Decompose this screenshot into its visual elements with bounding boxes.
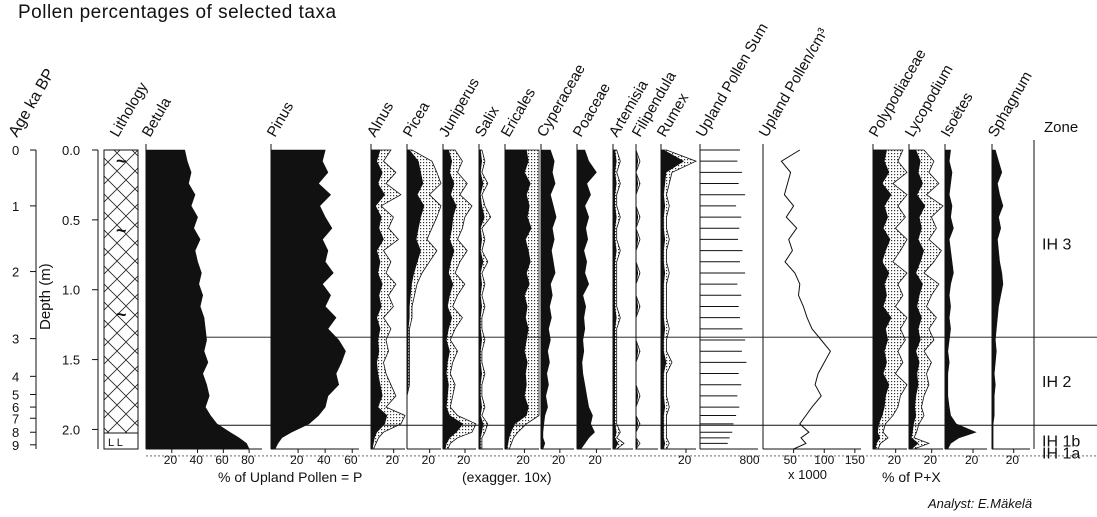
age-tick-label: 4 xyxy=(12,369,19,384)
taxon-curve-isoëtes xyxy=(944,149,977,450)
analyst-credit: Analyst: E.Mäkelä xyxy=(928,496,1033,511)
taxon-curve-betula xyxy=(145,149,250,450)
taxon-tick-label: 20 xyxy=(965,453,979,467)
taxon-tick-label: 20 xyxy=(924,453,938,467)
taxon-curve-poaceae xyxy=(576,149,597,450)
depth-tick-label: 1.0 xyxy=(62,283,80,298)
taxon-curve-cyperaceae xyxy=(540,149,557,450)
taxon-tick-label: 20 xyxy=(422,453,436,467)
age-tick-label: 7 xyxy=(12,411,19,426)
taxon-curve-salix xyxy=(478,149,485,450)
taxon-curve-lycopodium xyxy=(908,149,926,450)
taxon-label-salix: Salix xyxy=(472,103,503,140)
depth-tick-label: 0.0 xyxy=(62,143,80,158)
age-tick-label: 5 xyxy=(12,388,19,403)
depth-tick-label: 2.0 xyxy=(62,422,80,437)
taxon-curve-juniperus xyxy=(442,149,464,450)
taxon-tick-label: 20 xyxy=(678,453,692,467)
taxon-curve-polypodiaceae xyxy=(872,149,892,450)
lithology-base-label: L L xyxy=(108,437,123,449)
depth-tick-label: 1.5 xyxy=(62,353,80,368)
zone-label: IH 1b xyxy=(1042,434,1080,451)
taxon-exaggeration-rumex xyxy=(660,149,698,450)
pollen-sum-tick-label: 800 xyxy=(740,453,760,467)
taxon-label-betula: Betula xyxy=(139,94,175,140)
age-tick-label: 3 xyxy=(12,332,19,347)
taxon-label-isoëtes: Isoëtes xyxy=(938,90,977,140)
pollen-conc-tick-label: 50 xyxy=(784,453,798,467)
zone-label: IH 1a xyxy=(1042,445,1080,462)
taxon-tick-label: 60 xyxy=(344,453,358,467)
pollen-conc-unit: x 1000 xyxy=(788,467,827,482)
percent-px-label: % of P+X xyxy=(882,469,941,485)
lithology-symbol: ~ xyxy=(116,151,127,171)
taxon-tick-label: 40 xyxy=(190,453,204,467)
pollen-conc-label: Upland Pollen/cm³ xyxy=(756,25,832,140)
age-tick-label: 0 xyxy=(12,143,19,158)
age-tick-label: 9 xyxy=(12,438,19,453)
taxon-tick-label: 20 xyxy=(888,453,902,467)
depth-axis-label: Depth (m) xyxy=(37,263,54,330)
age-axis-label: Age ka BP xyxy=(6,66,59,140)
zone-label: IH 3 xyxy=(1042,237,1071,254)
taxon-curve-sphagnum xyxy=(991,149,1004,450)
zone-label: IH 2 xyxy=(1042,374,1071,391)
zone-header: Zone xyxy=(1044,119,1078,136)
taxon-tick-label: 20 xyxy=(164,453,178,467)
taxon-tick-label: 40 xyxy=(317,453,331,467)
pollen-sum-label: Upland Pollen Sum xyxy=(693,20,772,140)
taxon-tick-label: 20 xyxy=(457,453,471,467)
taxon-tick-label: 80 xyxy=(241,453,255,467)
age-tick-label: 1 xyxy=(12,199,19,214)
taxon-exaggeration-salix xyxy=(478,149,492,450)
lithology-base xyxy=(103,432,139,450)
taxon-tick-label: 20 xyxy=(290,453,304,467)
taxon-tick-label: 20 xyxy=(386,453,400,467)
exaggeration-label: (exagger. 10x) xyxy=(462,469,552,485)
taxon-curve-rumex xyxy=(660,149,685,450)
taxon-curve-artemisia xyxy=(612,149,619,450)
lithology-symbol: ~ xyxy=(116,304,127,324)
taxon-tick-label: 20 xyxy=(552,453,566,467)
taxon-tick-label: 60 xyxy=(215,453,229,467)
taxon-label-picea: Picea xyxy=(400,98,434,140)
taxon-curve-alnus xyxy=(370,149,388,450)
age-tick-label: 6 xyxy=(12,400,19,415)
lithology-column xyxy=(103,149,139,450)
pollen-conc-tick-label: 100 xyxy=(814,453,834,467)
taxon-tick-label: 20 xyxy=(1006,453,1020,467)
pollen-conc-tick-label: 150 xyxy=(845,453,865,467)
taxon-curve-pinus xyxy=(270,149,346,450)
depth-tick-label: 0.5 xyxy=(62,213,80,228)
taxon-curve-ericales xyxy=(504,149,532,450)
pollen-conc-line xyxy=(780,149,832,450)
age-tick-label: 2 xyxy=(12,265,19,280)
percent-upland-label: % of Upland Pollen = P xyxy=(218,469,362,485)
chart-title: Pollen percentages of selected taxa xyxy=(18,2,337,23)
taxon-exaggeration-artemisia xyxy=(612,149,625,450)
lithology-symbol: ~ xyxy=(116,221,127,241)
taxon-label-sphagnum: Sphagnum xyxy=(985,69,1036,140)
taxon-tick-label: 20 xyxy=(588,453,602,467)
taxon-tick-label: 20 xyxy=(516,453,530,467)
taxon-label-alnus: Alnus xyxy=(364,99,397,140)
age-tick-label: 8 xyxy=(12,425,19,440)
taxon-label-pinus: Pinus xyxy=(264,99,297,140)
